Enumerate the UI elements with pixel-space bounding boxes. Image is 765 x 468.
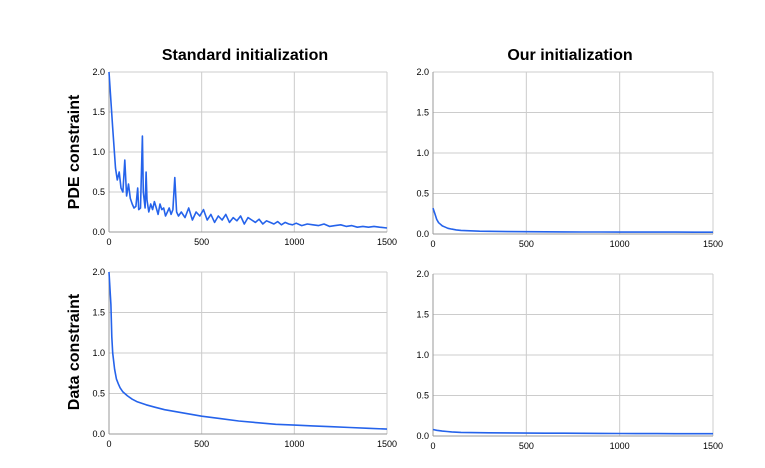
y-tick-label: 0.0 <box>416 229 429 239</box>
y-tick-label: 0.5 <box>92 187 105 197</box>
loss-series-line <box>432 207 713 233</box>
y-tick-label: 0.0 <box>92 227 105 237</box>
row-title-pde: PDE constraint <box>66 94 83 209</box>
column-title-ours: Our initialization <box>507 47 632 64</box>
x-tick-label: 500 <box>194 439 209 449</box>
x-tick-label: 1500 <box>703 441 723 451</box>
y-tick-label: 1.5 <box>92 308 105 318</box>
y-tick-label: 1.0 <box>416 148 429 158</box>
x-tick-label: 1000 <box>610 441 630 451</box>
y-tick-label: 0.0 <box>416 431 429 441</box>
x-tick-label: 1000 <box>284 439 304 449</box>
y-tick-label: 2.0 <box>416 269 429 279</box>
x-tick-label: 0 <box>430 239 435 249</box>
y-tick-label: 2.0 <box>92 67 105 77</box>
y-tick-label: 0.5 <box>416 189 429 199</box>
x-tick-label: 500 <box>519 441 534 451</box>
y-tick-label: 1.5 <box>416 310 429 320</box>
x-tick-label: 0 <box>106 237 111 247</box>
y-tick-label: 1.5 <box>416 108 429 118</box>
loss-series-line <box>108 271 388 430</box>
row-title-data: Data constraint <box>66 293 83 410</box>
x-tick-label: 1000 <box>284 237 304 247</box>
y-tick-label: 2.0 <box>92 267 105 277</box>
x-tick-label: 1500 <box>377 237 397 247</box>
y-tick-label: 1.0 <box>416 350 429 360</box>
chart-panel: 0.0 0.5 1.0 1.5 2.0 0 500 1000 1500 <box>92 267 397 449</box>
x-tick-label: 0 <box>106 439 111 449</box>
x-tick-label: 0 <box>430 441 435 451</box>
chart-panel: 0.0 0.5 1.0 1.5 2.0 0 500 1000 1500 <box>416 67 723 249</box>
y-tick-label: 0.5 <box>416 391 429 401</box>
y-tick-label: 0.5 <box>92 389 105 399</box>
y-tick-label: 0.0 <box>92 429 105 439</box>
x-tick-label: 1000 <box>610 239 630 249</box>
x-tick-label: 500 <box>519 239 534 249</box>
x-tick-label: 1500 <box>703 239 723 249</box>
y-tick-label: 1.0 <box>92 348 105 358</box>
y-tick-label: 1.5 <box>92 107 105 117</box>
column-title-standard: Standard initialization <box>162 47 328 64</box>
x-tick-label: 500 <box>194 237 209 247</box>
chart-panel: 0.0 0.5 1.0 1.5 2.0 0 500 1000 1500 <box>92 67 397 247</box>
loss-series-line <box>432 428 713 435</box>
y-tick-label: 1.0 <box>92 147 105 157</box>
loss-series-line <box>108 71 388 229</box>
x-tick-label: 1500 <box>377 439 397 449</box>
panels: 0.0 0.5 1.0 1.5 2.0 0 500 1000 1500 0.0 0.5 1.0 1.5 2… <box>92 67 723 451</box>
chart-panel: 0.0 0.5 1.0 1.5 2.0 0 500 1000 1500 <box>416 269 723 451</box>
y-tick-label: 2.0 <box>416 67 429 77</box>
